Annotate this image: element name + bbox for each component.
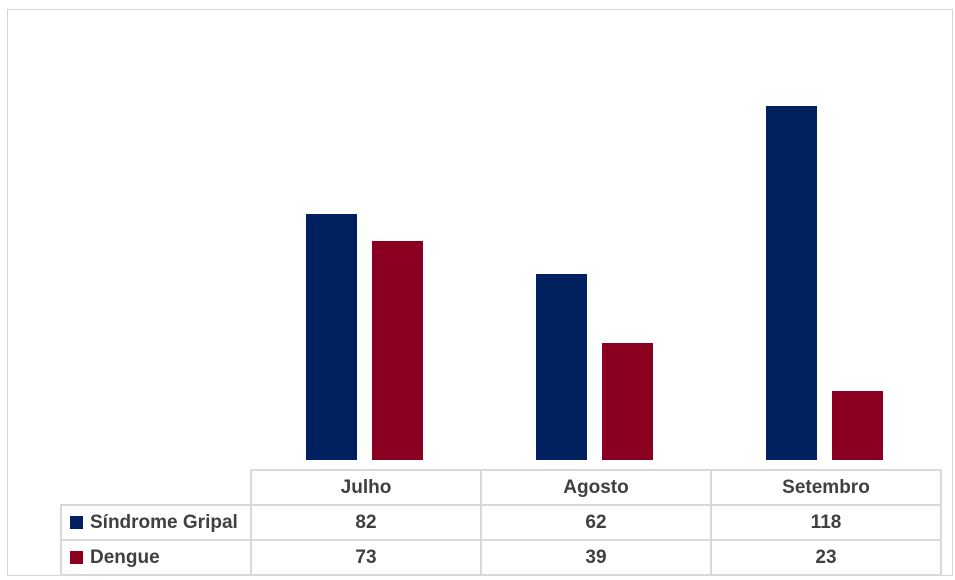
legend-entry-sindrome-gripal: Síndrome Gripal [60, 504, 252, 541]
value-cell-sindrome-gripal-setembro: 118 [710, 504, 942, 541]
legend-swatch-dengue [70, 550, 83, 564]
table-row-sindrome-gripal: Síndrome Gripal 82 62 118 [60, 504, 942, 541]
bar-dengue-agosto [602, 343, 653, 460]
bar-dengue-setembro [832, 391, 883, 460]
category-label-agosto: Agosto [480, 469, 712, 506]
data-table: Julho Agosto Setembro Síndrome Gripal 82… [60, 469, 942, 576]
value-cell-sindrome-gripal-agosto: 62 [480, 504, 712, 541]
table-header-row: Julho Agosto Setembro [61, 469, 942, 506]
category-label-setembro: Setembro [710, 469, 942, 506]
series-name-dengue: Dengue [90, 546, 160, 568]
bar-sindrome-gripal-setembro [766, 106, 817, 460]
bar-sindrome-gripal-julho [306, 214, 357, 460]
value-cell-dengue-setembro: 23 [710, 539, 942, 576]
legend-swatch-sindrome-gripal [70, 515, 83, 529]
series-name-sindrome-gripal: Síndrome Gripal [90, 511, 238, 533]
bar-dengue-julho [372, 241, 423, 460]
bar-plot-area [306, 106, 883, 460]
value-cell-sindrome-gripal-julho: 82 [250, 504, 482, 541]
chart-frame: Julho Agosto Setembro Síndrome Gripal 82… [7, 9, 953, 576]
legend-entry-dengue: Dengue [60, 539, 252, 576]
category-label-julho: Julho [250, 469, 482, 506]
bar-sindrome-gripal-agosto [536, 274, 587, 460]
value-cell-dengue-agosto: 39 [480, 539, 712, 576]
table-corner-cell [61, 470, 252, 506]
table-row-dengue: Dengue 73 39 23 [60, 539, 942, 576]
value-cell-dengue-julho: 73 [250, 539, 482, 576]
